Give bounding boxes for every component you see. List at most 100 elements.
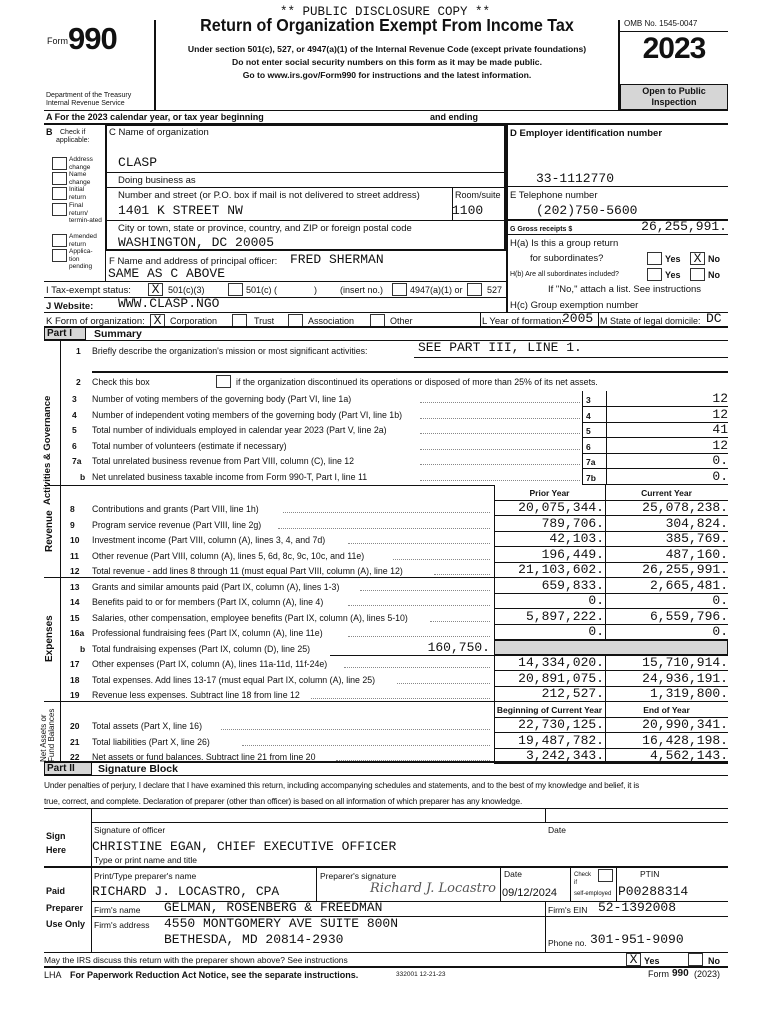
- discuss-yes-checkbox[interactable]: X: [626, 953, 641, 966]
- line-value[interactable]: 12: [712, 391, 728, 406]
- city[interactable]: WASHINGTON, DC 20005: [118, 235, 275, 250]
- signature-line[interactable]: [92, 822, 728, 823]
- divider: [316, 866, 317, 901]
- b-checkbox[interactable]: [52, 203, 67, 216]
- line-label: Investment income (Part VIII, column (A)…: [92, 535, 326, 545]
- prior-year-value[interactable]: 19,487,782.: [518, 732, 604, 748]
- prior-year-value[interactable]: 659,833.: [541, 577, 604, 593]
- current-year-value[interactable]: 24,936,191.: [642, 670, 728, 686]
- firm-address-1[interactable]: 4550 MONTGOMERY AVE SUITE 800N: [164, 916, 399, 931]
- prior-year-value[interactable]: 0.: [588, 593, 604, 608]
- current-year-value[interactable]: 487,160.: [665, 546, 728, 562]
- prior-year-value[interactable]: 5,897,222.: [525, 608, 604, 624]
- divider: [605, 670, 606, 686]
- divider: [494, 624, 495, 640]
- b-checkbox[interactable]: [52, 157, 67, 170]
- b-checkbox[interactable]: [52, 249, 67, 262]
- divider: [582, 468, 583, 484]
- current-year-value[interactable]: 1,319,800.: [649, 686, 728, 701]
- line-value[interactable]: 0.: [712, 468, 728, 484]
- discontinued-checkbox[interactable]: [216, 375, 231, 388]
- divider: [605, 546, 606, 562]
- divider: [44, 966, 728, 968]
- officer-address[interactable]: SAME AS C ABOVE: [108, 266, 226, 281]
- divider: [606, 406, 607, 422]
- discuss-no-checkbox[interactable]: [688, 953, 703, 966]
- ha-yes-checkbox[interactable]: [647, 252, 662, 265]
- line-1-label: Briefly describe the organization's miss…: [92, 346, 368, 356]
- prior-year-value[interactable]: 789,706.: [541, 515, 604, 531]
- room[interactable]: 1100: [452, 203, 484, 218]
- ptin[interactable]: P00288314: [618, 884, 689, 899]
- form-subtitle-3: Go to www.irs.gov/Form990 for instructio…: [242, 70, 532, 80]
- self-employed-checkbox[interactable]: [598, 869, 613, 882]
- hb-yes-checkbox[interactable]: [647, 268, 662, 281]
- firm-address-2[interactable]: BETHESDA, MD 20814-2930: [164, 932, 344, 947]
- b-checkbox[interactable]: [52, 187, 67, 200]
- current-year-value[interactable]: 4,562,143.: [649, 748, 728, 763]
- prior-year-value[interactable]: 20,075,344.: [518, 500, 604, 515]
- preparer-name[interactable]: RICHARD J. LOCASTRO, CPA: [92, 884, 280, 899]
- firm-phone[interactable]: 301-951-9090: [590, 932, 684, 947]
- 501c3-checkbox[interactable]: X: [148, 283, 163, 296]
- current-year-value[interactable]: 15,710,914.: [642, 655, 728, 670]
- line-value[interactable]: 12: [712, 406, 728, 422]
- open-to-public: Open to Public: [642, 86, 706, 96]
- current-year-value[interactable]: 25,078,238.: [642, 500, 728, 515]
- ha-no-checkbox[interactable]: X: [690, 252, 705, 265]
- current-year-value[interactable]: 26,255,991.: [642, 562, 728, 577]
- line-num: 22: [70, 752, 80, 762]
- current-year-value[interactable]: 304,824.: [665, 515, 728, 531]
- prior-year-value[interactable]: 0.: [588, 624, 604, 639]
- column-header: Current Year: [641, 488, 692, 498]
- website[interactable]: WWW.CLASP.NGO: [118, 296, 220, 311]
- firm-ein[interactable]: 52-1392008: [598, 900, 677, 915]
- line-value[interactable]: 41: [712, 422, 728, 437]
- current-year-value[interactable]: 6,559,796.: [649, 608, 728, 624]
- gross-receipts[interactable]: 26,255,991.: [641, 219, 727, 234]
- firm-name[interactable]: GELMAN, ROSENBERG & FREEDMAN: [164, 900, 383, 915]
- b-checkbox[interactable]: [52, 172, 67, 185]
- current-year-value[interactable]: 385,769.: [665, 531, 728, 546]
- discuss-question: May the IRS discuss this return with the…: [44, 955, 348, 965]
- ein[interactable]: 33-1112770: [536, 171, 615, 186]
- street[interactable]: 1401 K STREET NW: [118, 203, 243, 218]
- prior-year-value[interactable]: 20,891,075.: [518, 670, 604, 686]
- current-year-value[interactable]: 16,428,198.: [642, 732, 728, 748]
- divider: [494, 716, 728, 718]
- 501c-checkbox[interactable]: [228, 283, 243, 296]
- prior-year-value[interactable]: 212,527.: [541, 686, 604, 701]
- divider: [494, 546, 728, 547]
- phone[interactable]: (202)750-5600: [536, 203, 638, 218]
- divider: [494, 685, 728, 687]
- hb-no-checkbox[interactable]: [690, 268, 705, 281]
- current-year-value[interactable]: 20,990,341.: [642, 717, 728, 732]
- prior-year-value[interactable]: 21,103,602.: [518, 562, 604, 577]
- b-item-label-2: return: [69, 194, 86, 201]
- prior-year-value[interactable]: 3,242,343.: [525, 748, 604, 763]
- divider: [44, 775, 728, 776]
- current-year-value[interactable]: 2,665,481.: [649, 577, 728, 593]
- org-name[interactable]: CLASP: [118, 155, 158, 170]
- 527-checkbox[interactable]: [467, 283, 482, 296]
- current-year-value[interactable]: 0.: [712, 593, 728, 608]
- mission[interactable]: SEE PART III, LINE 1.: [418, 340, 582, 355]
- prior-year-value[interactable]: 42,103.: [549, 531, 604, 546]
- prior-year-value[interactable]: 22,730,125.: [518, 717, 604, 732]
- prep-date[interactable]: 09/12/2024: [502, 887, 558, 899]
- officer-name[interactable]: FRED SHERMAN: [290, 252, 384, 267]
- prior-year-value[interactable]: 14,334,020.: [518, 655, 604, 670]
- prior-year-value[interactable]: 196,449.: [541, 546, 604, 562]
- 4947-checkbox[interactable]: [392, 283, 407, 296]
- domicile[interactable]: DC: [706, 311, 722, 326]
- gross-receipts-label: G Gross receipts $: [510, 226, 573, 233]
- year-formation[interactable]: 2005: [562, 311, 594, 326]
- divider: [452, 187, 453, 220]
- line-value[interactable]: 12: [712, 437, 728, 453]
- line-16b-value[interactable]: 160,750.: [427, 639, 490, 655]
- b-checkbox[interactable]: [52, 234, 67, 247]
- current-year-value[interactable]: 0.: [712, 624, 728, 639]
- line-value[interactable]: 0.: [712, 453, 728, 468]
- leader-dots: [430, 620, 490, 622]
- officer-name-title[interactable]: CHRISTINE EGAN, CHIEF EXECUTIVE OFFICER: [92, 839, 397, 854]
